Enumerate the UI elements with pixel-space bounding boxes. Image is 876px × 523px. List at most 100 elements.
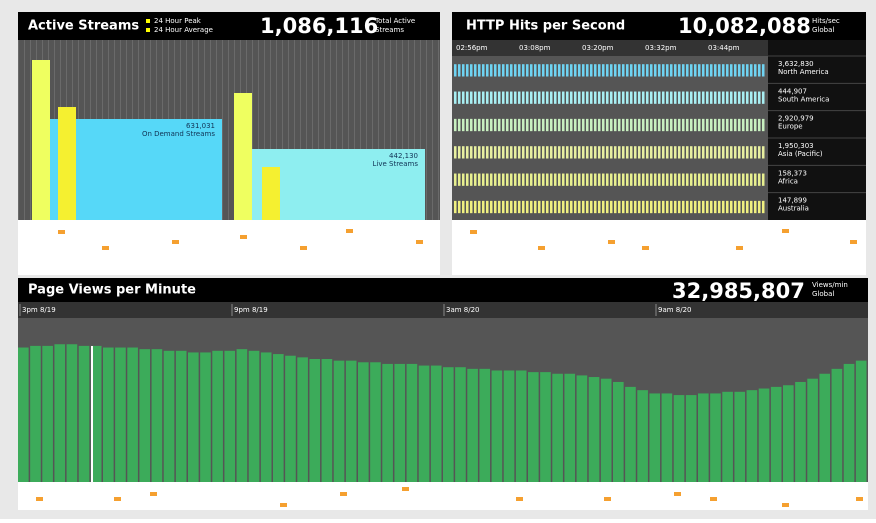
stripe xyxy=(754,64,757,77)
stripe xyxy=(682,118,685,132)
stripe xyxy=(654,118,657,132)
stripe xyxy=(510,146,513,159)
stripe xyxy=(638,200,641,214)
stripe xyxy=(474,173,477,186)
stripe xyxy=(578,118,581,132)
stripe xyxy=(486,146,489,159)
total-label: Streams xyxy=(375,26,404,34)
stripe xyxy=(566,64,569,77)
stripe xyxy=(610,173,613,186)
label: Live Streams xyxy=(373,160,419,168)
stripe xyxy=(542,91,545,104)
stripe xyxy=(686,200,689,214)
stripe xyxy=(590,118,593,132)
stripe xyxy=(538,200,541,214)
header xyxy=(18,12,440,40)
stripe xyxy=(602,118,605,132)
bar xyxy=(552,373,563,482)
stripe xyxy=(454,200,457,214)
legend-swatch xyxy=(146,19,150,23)
stripe xyxy=(474,146,477,159)
stripe xyxy=(722,146,725,159)
stripe xyxy=(490,200,493,214)
stripe xyxy=(634,91,637,104)
stripe xyxy=(702,118,705,132)
bar xyxy=(588,377,600,482)
peak-bar xyxy=(32,60,50,220)
stripe xyxy=(718,173,721,186)
total: 1,086,116 xyxy=(260,14,378,38)
bar xyxy=(649,393,661,482)
stripe xyxy=(590,91,593,104)
stripe xyxy=(730,64,733,77)
stripe xyxy=(486,173,489,186)
header xyxy=(452,12,866,40)
stripe xyxy=(614,91,617,104)
stripe xyxy=(594,200,597,214)
stripe xyxy=(654,146,657,159)
stripe xyxy=(622,118,625,132)
stripe xyxy=(702,146,705,159)
stripe xyxy=(470,146,473,159)
stripe xyxy=(514,64,517,77)
bar xyxy=(139,349,151,482)
stripe xyxy=(578,91,581,104)
stripe xyxy=(566,146,569,159)
stripe xyxy=(618,173,621,186)
bar xyxy=(382,363,393,482)
stripe xyxy=(646,118,649,132)
bar xyxy=(66,344,78,482)
stripe xyxy=(574,118,577,132)
label: On Demand Streams xyxy=(142,130,215,138)
bar xyxy=(175,350,187,482)
stripe xyxy=(542,200,545,214)
stripe xyxy=(502,118,505,132)
stripe xyxy=(718,64,721,77)
stripe xyxy=(550,118,553,132)
avg-bar xyxy=(58,107,76,220)
stripe xyxy=(506,173,509,186)
stripe xyxy=(458,118,461,132)
stripe xyxy=(582,64,585,77)
stripe xyxy=(650,118,653,132)
stripe xyxy=(710,64,713,77)
stripe xyxy=(498,173,501,186)
stripe xyxy=(658,91,661,104)
stripe xyxy=(646,200,649,214)
stripe xyxy=(686,118,689,132)
stripe xyxy=(726,173,729,186)
stripe xyxy=(506,91,509,104)
bar xyxy=(127,347,138,482)
bar xyxy=(783,385,794,482)
bar xyxy=(503,370,515,482)
bar xyxy=(807,378,818,482)
stripe xyxy=(726,91,729,104)
total-label: Views/min xyxy=(812,281,848,289)
stripe xyxy=(666,200,669,214)
stripe xyxy=(470,173,473,186)
stripe xyxy=(702,91,705,104)
stripe xyxy=(634,200,637,214)
stripe xyxy=(602,200,605,214)
bar xyxy=(795,381,806,482)
stripe xyxy=(530,200,533,214)
stripe xyxy=(594,118,597,132)
stripe xyxy=(598,91,601,104)
stripe xyxy=(590,200,593,214)
stripe xyxy=(714,118,717,132)
time-strip xyxy=(452,40,768,56)
stripe xyxy=(642,118,645,132)
bar xyxy=(661,393,673,482)
stripe xyxy=(694,118,697,132)
stripe xyxy=(458,91,461,104)
stripe xyxy=(654,173,657,186)
bar xyxy=(103,347,114,482)
bar xyxy=(430,365,442,482)
stripe xyxy=(666,118,669,132)
stripe xyxy=(626,146,629,159)
stripe xyxy=(630,64,633,77)
stripe xyxy=(574,173,577,186)
stripe xyxy=(670,118,673,132)
stripe xyxy=(478,118,481,132)
bar xyxy=(370,362,381,482)
